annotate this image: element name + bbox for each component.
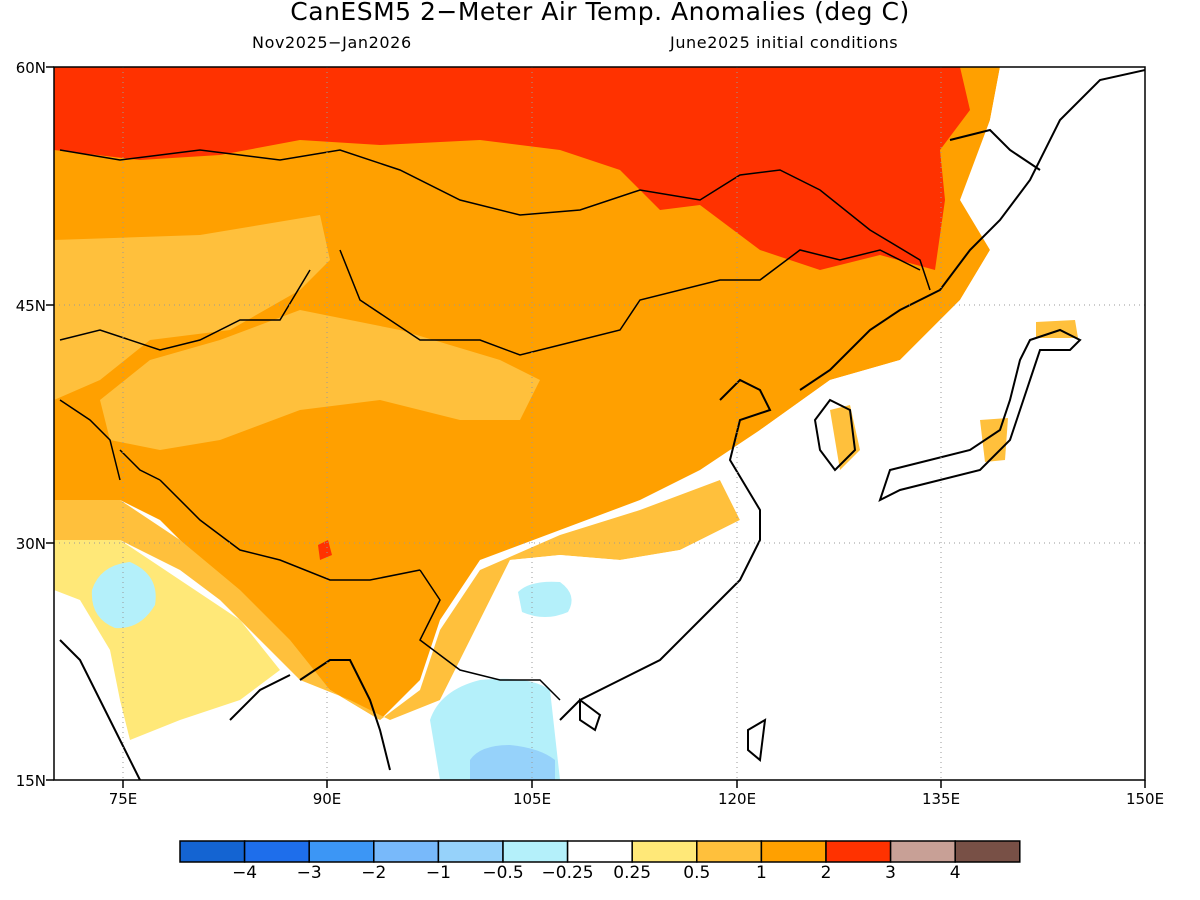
colorbar-label: −4 bbox=[232, 863, 258, 883]
colorbar-swatch bbox=[179, 840, 246, 863]
colorbar-swatch bbox=[954, 840, 1021, 863]
colorbar-swatch bbox=[566, 840, 633, 863]
colorbar bbox=[179, 840, 1021, 863]
initial-conditions: June2025 initial conditions bbox=[670, 33, 899, 52]
coastlines bbox=[59, 69, 1146, 781]
lat-label-30n: 30N bbox=[15, 535, 46, 553]
lat-label-60n: 60N bbox=[15, 59, 46, 77]
axis-ticks bbox=[46, 66, 1146, 788]
anomaly-region-cold-sichuan bbox=[518, 581, 572, 617]
anomaly-region-cold-india bbox=[91, 562, 156, 629]
colorbar-swatch bbox=[437, 840, 504, 863]
colorbar-swatch bbox=[825, 840, 892, 863]
colorbar-swatch bbox=[760, 840, 827, 863]
lon-label-75e: 75E bbox=[108, 790, 138, 808]
map-frame bbox=[53, 66, 1146, 781]
lon-label-135e: 135E bbox=[921, 790, 961, 808]
colorbar-label: −0.25 bbox=[541, 863, 594, 883]
country-borders bbox=[59, 149, 931, 701]
anomaly-region-colder-indochina bbox=[470, 745, 555, 780]
colorbar-label: −3 bbox=[296, 863, 322, 883]
lon-label-150e: 150E bbox=[1125, 790, 1165, 808]
gridlines bbox=[54, 67, 1145, 780]
anomaly-region-gt3 bbox=[54, 67, 970, 270]
colorbar-label: 0.5 bbox=[683, 863, 711, 883]
colorbar-label: 1 bbox=[755, 863, 767, 883]
lon-label-105e: 105E bbox=[512, 790, 552, 808]
colorbar-swatch bbox=[502, 840, 569, 863]
lat-label-15n: 15N bbox=[15, 772, 46, 790]
colorbar-label: −1 bbox=[425, 863, 451, 883]
lon-label-90e: 90E bbox=[312, 790, 342, 808]
colorbar-label: 2 bbox=[820, 863, 832, 883]
colorbar-swatch bbox=[631, 840, 698, 863]
lat-label-45n: 45N bbox=[15, 297, 46, 315]
anomaly-region-neutral-east bbox=[420, 67, 1145, 780]
colorbar-swatch bbox=[243, 840, 310, 863]
colorbar-swatch bbox=[308, 840, 375, 863]
map-title: CanESM5 2−Meter Air Temp. Anomalies (deg… bbox=[290, 0, 910, 26]
colorbar-label: −0.5 bbox=[482, 863, 524, 883]
colorbar-label: 3 bbox=[885, 863, 896, 883]
anomaly-region-1to2 bbox=[54, 215, 330, 400]
colorbar-label: 4 bbox=[949, 863, 961, 883]
colorbar-swatch bbox=[373, 840, 440, 863]
colorbar-swatch bbox=[889, 840, 956, 863]
anomaly-fill bbox=[54, 67, 1145, 780]
forecast-period: Nov2025−Jan2026 bbox=[252, 33, 412, 52]
colorbar-label: −2 bbox=[361, 863, 387, 883]
colorbar-swatch bbox=[696, 840, 763, 863]
colorbar-label: 0.25 bbox=[613, 863, 652, 883]
lon-label-120e: 120E bbox=[717, 790, 757, 808]
